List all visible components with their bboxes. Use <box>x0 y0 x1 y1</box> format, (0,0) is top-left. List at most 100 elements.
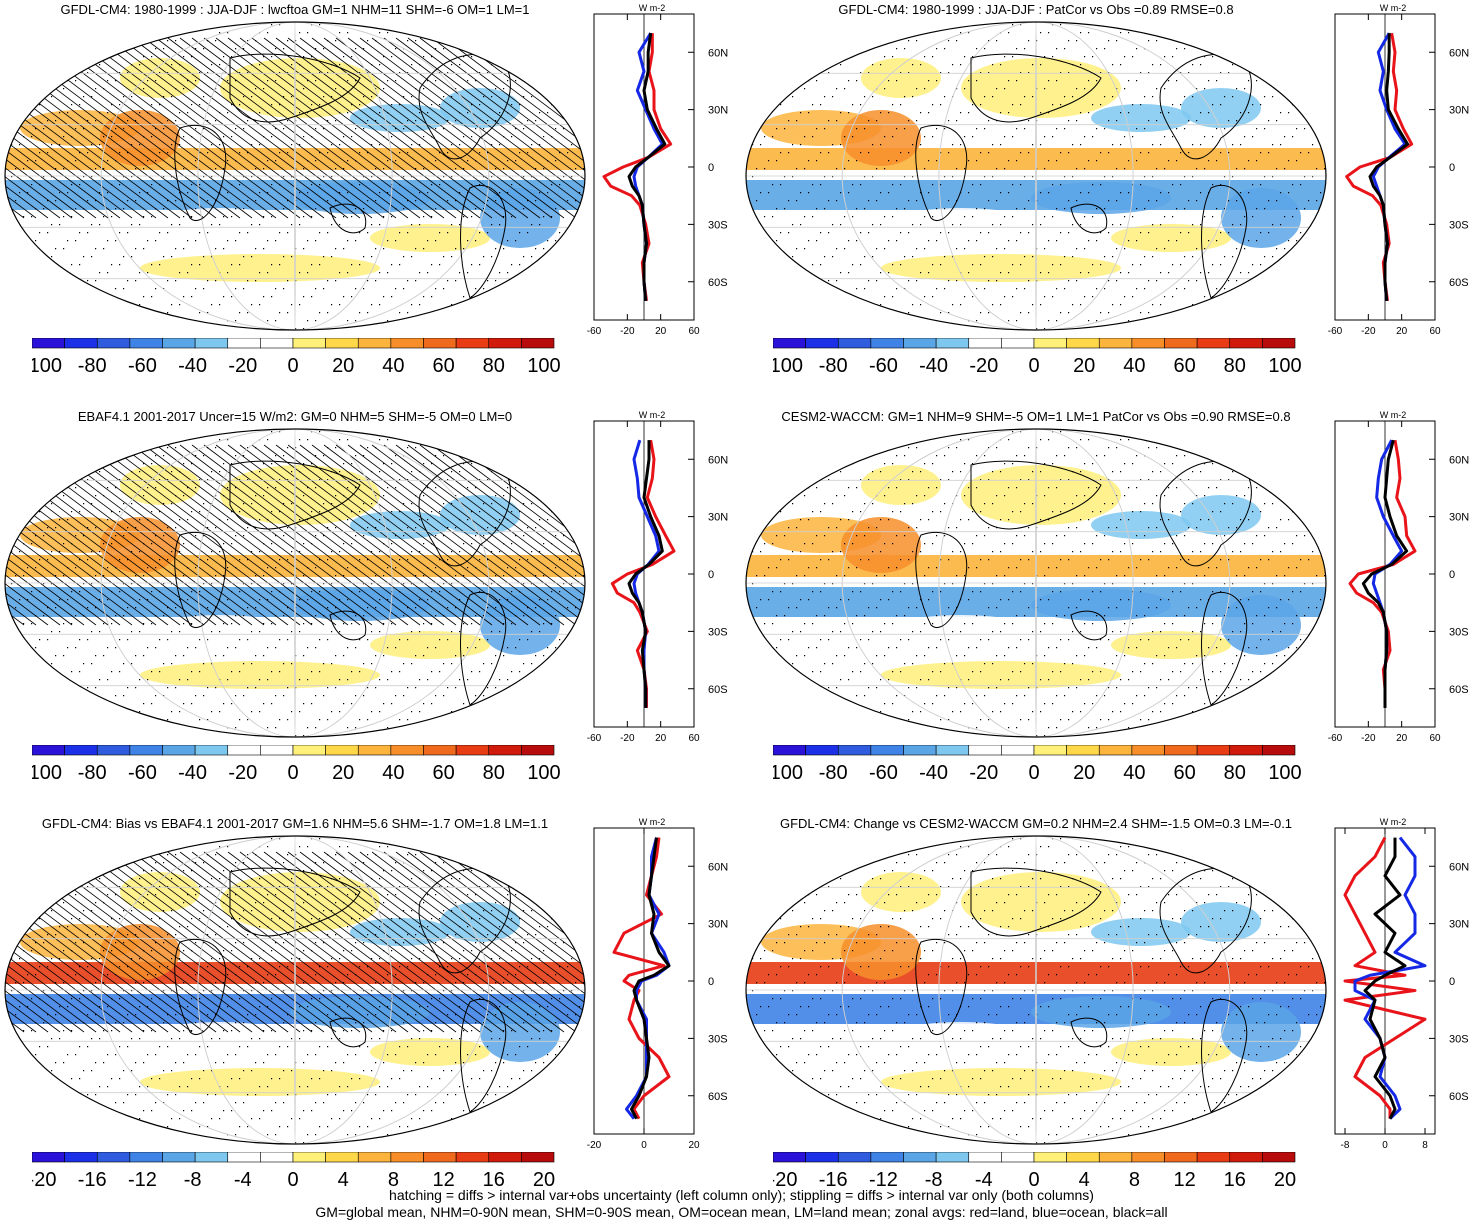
colorbar-swatch <box>357 338 392 349</box>
colorbar-tick-label: -60 <box>869 355 898 377</box>
y-tick-label: 60S <box>1449 277 1469 289</box>
zonal-mean-plot: -20 0 20 60N 30N 0 30S 60S W m-2 <box>587 817 728 1151</box>
x-tick-label: 0 <box>641 1140 647 1151</box>
graticule-lon <box>294 22 296 330</box>
colorbar-swatch <box>325 745 359 756</box>
footer-line-2: GM=global mean, NHM=0-90N mean, SHM=0-90… <box>315 1204 1168 1220</box>
colorbar-tick-label: -60 <box>128 762 157 784</box>
coastline <box>1159 460 1252 567</box>
colorbar-swatch <box>1033 1152 1067 1163</box>
field-blob <box>1031 589 1171 621</box>
x-tick-label: 20 <box>688 1140 700 1151</box>
field-blob <box>350 511 450 539</box>
field-blob <box>30 226 150 250</box>
graticule-lon <box>197 836 393 1144</box>
colorbar-swatch <box>805 745 839 756</box>
field-blob <box>1181 902 1261 942</box>
colorbar: -20 -16 -12 -8 -4 0 4 8 12 16 20 <box>32 1152 555 1191</box>
zonal-land-line <box>1343 836 1427 1119</box>
colorbar-swatch <box>773 338 806 349</box>
colorbar-swatch <box>521 1152 555 1163</box>
panel-p3: EBAF4.1 2001-2017 Uncer=15 W/m2: GM=0 NH… <box>0 407 741 814</box>
unit-label: W m-2 <box>1380 410 1407 420</box>
colorbar-tick-label: -20 <box>228 762 257 784</box>
field-blob <box>881 1022 1041 1062</box>
colorbar-tick-label: 0 <box>1028 1169 1039 1191</box>
field-blob <box>1091 511 1191 539</box>
field-blob <box>1111 1038 1231 1066</box>
colorbar-tick-label: 0 <box>287 355 298 377</box>
colorbar-tick-label: 60 <box>1173 762 1195 784</box>
colorbar: -100 -80 -60 -40 -20 0 20 40 60 80 100 <box>773 338 1302 377</box>
x-tick-label: 0 <box>1382 1140 1388 1151</box>
colorbar-swatch <box>227 1152 261 1163</box>
colorbar-swatch <box>1098 1152 1133 1163</box>
field-blob <box>841 110 921 166</box>
y-tick-label: 30S <box>708 219 728 231</box>
colorbar: -100 -80 -60 -40 -20 0 20 40 60 80 100 <box>773 745 1302 784</box>
colorbar-tick-label: -80 <box>819 762 848 784</box>
y-tick-label: 60S <box>1449 1091 1469 1103</box>
colorbar-tick-label: 60 <box>432 355 454 377</box>
x-tick-label: -60 <box>1328 733 1343 744</box>
field-blob <box>1181 88 1261 128</box>
colorbar-swatch <box>773 745 806 756</box>
y-tick-label: 30S <box>1449 626 1469 638</box>
field-blob <box>771 1040 891 1064</box>
field-blob <box>881 1068 1121 1096</box>
panel-title: GFDL-CM4: Change vs CESM2-WACCM GM=0.2 N… <box>779 816 1293 831</box>
y-tick-label: 30S <box>1449 219 1469 231</box>
stippling <box>7 431 585 737</box>
coastline <box>229 460 361 530</box>
colorbar-swatch <box>455 745 490 756</box>
robinson-map <box>4 21 586 331</box>
y-tick-label: 0 <box>1449 162 1455 174</box>
colorbar-tick-label: 8 <box>1129 1169 1140 1191</box>
footer-line-1: hatching = diffs > internal var+obs unce… <box>389 1187 1094 1203</box>
stippling <box>748 838 1326 1144</box>
colorbar-swatch <box>390 1152 424 1163</box>
robinson-map <box>4 835 586 1145</box>
graticule-lon <box>197 429 393 737</box>
colorbar-tick-label: -100 <box>773 762 803 784</box>
graticule-lon <box>938 836 1134 1144</box>
colorbar-tick-label: -80 <box>819 355 848 377</box>
colorbar-swatch <box>325 1152 359 1163</box>
colorbar-swatch <box>488 1152 522 1163</box>
colorbar-tick-label: 80 <box>1224 355 1246 377</box>
field-blob <box>370 1038 490 1066</box>
x-tick-label: -8 <box>1341 1140 1350 1151</box>
colorbar-tick-label: 0 <box>1028 762 1039 784</box>
colorbar-swatch <box>162 745 196 756</box>
colorbar-swatch <box>129 338 163 349</box>
colorbar-swatch <box>1098 745 1133 756</box>
colorbar-swatch <box>64 338 98 349</box>
warm-band <box>746 555 1326 577</box>
x-tick-label: -60 <box>587 326 602 337</box>
zonal-mean-plot: -60 -20 20 60 60N 30N 0 30S 60S W m-2 <box>1328 410 1469 744</box>
coastline <box>229 53 361 123</box>
colorbar-swatch <box>773 1152 806 1163</box>
colorbar-tick-label: -20 <box>773 1169 797 1191</box>
colorbar-swatch <box>935 1152 970 1163</box>
colorbar-tick-label: 12 <box>432 1169 454 1191</box>
graticule-lon <box>294 429 296 737</box>
y-tick-label: 30N <box>708 512 728 524</box>
colorbar-swatch <box>1262 745 1296 756</box>
coastline <box>1070 1017 1108 1048</box>
colorbar-tick-label: -12 <box>869 1169 898 1191</box>
coastline <box>1070 203 1108 234</box>
x-tick-label: 8 <box>1422 1140 1428 1151</box>
field-blob <box>961 58 1121 118</box>
colorbar-tick-label: -20 <box>32 1169 56 1191</box>
panel-p6: GFDL-CM4: Change vs CESM2-WACCM GM=0.2 N… <box>741 814 1482 1221</box>
colorbar-tick-label: 40 <box>382 762 404 784</box>
coastline <box>174 124 227 221</box>
zonal-all-line <box>627 32 667 302</box>
colorbar-tick-label: 20 <box>1073 355 1095 377</box>
field-blob <box>350 104 450 132</box>
zonal-all-line <box>627 440 664 708</box>
colorbar-tick-label: -20 <box>969 762 998 784</box>
field-blob <box>881 208 1041 248</box>
y-tick-label: 0 <box>1449 976 1455 988</box>
